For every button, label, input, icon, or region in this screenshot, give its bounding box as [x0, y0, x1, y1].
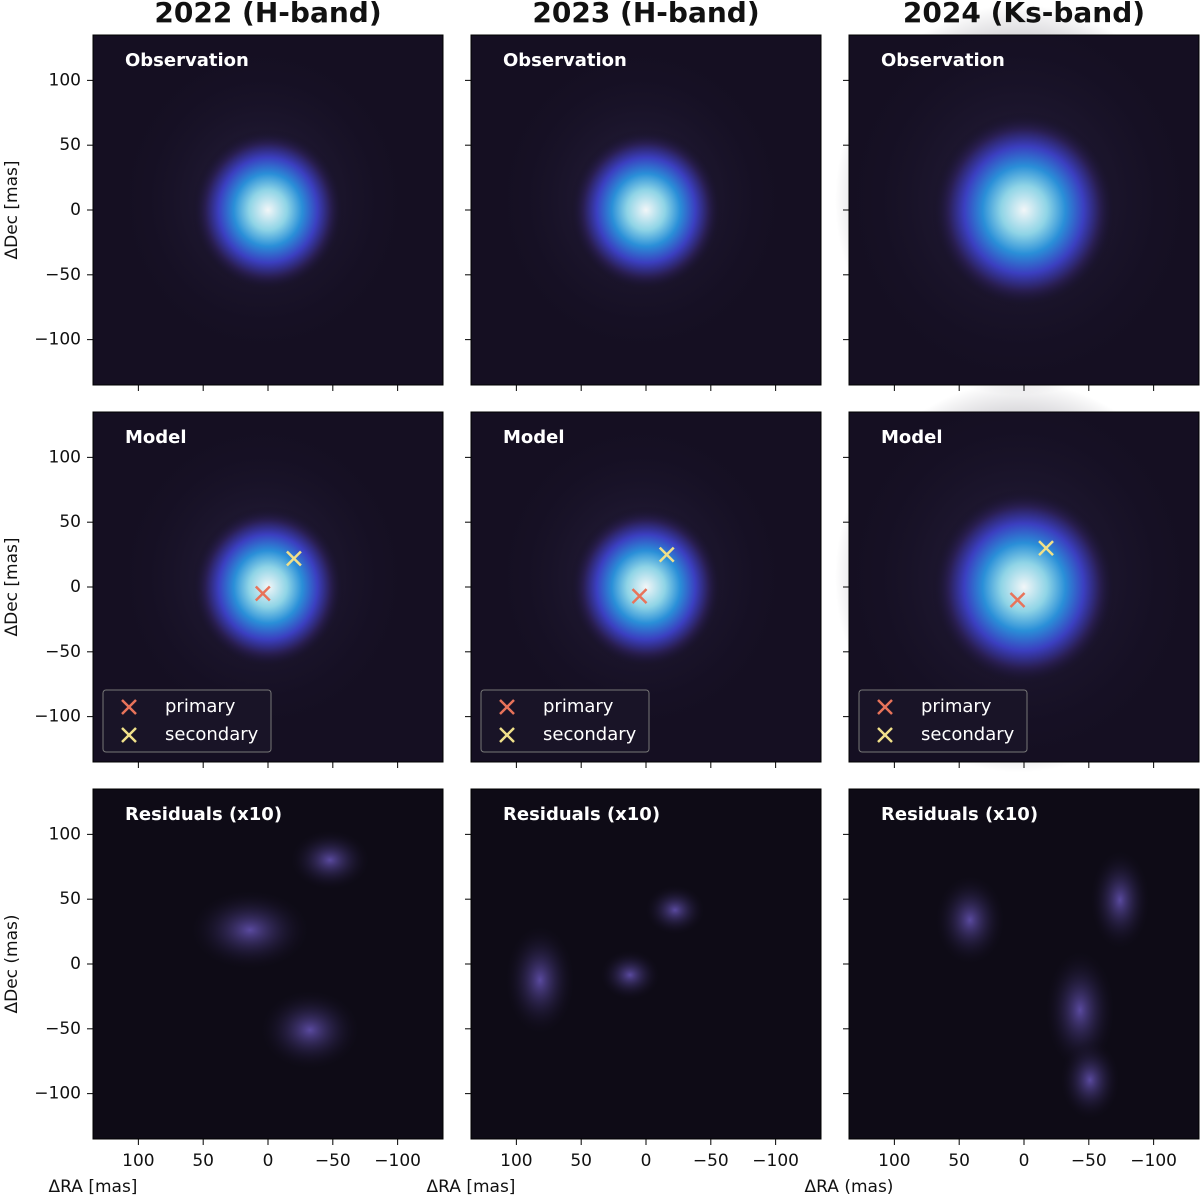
y-axis-label: ΔDec [mas] — [2, 537, 22, 636]
x-tick-label: 100 — [878, 1151, 910, 1171]
marker — [1038, 540, 1054, 556]
y-tick-label: −50 — [45, 642, 81, 662]
legend-label: secondary — [921, 724, 1015, 745]
residual-blob — [935, 875, 1005, 965]
legend-marker-stroke — [499, 699, 515, 715]
legend-box — [480, 689, 650, 753]
y-tick-label: 50 — [59, 512, 81, 532]
legend-marker — [121, 727, 137, 743]
legend-label: secondary — [543, 724, 637, 745]
legend-marker-stroke — [877, 727, 893, 743]
legend-marker — [877, 727, 893, 743]
legend-marker-stroke — [499, 727, 515, 743]
y-tick-label: 50 — [59, 135, 81, 155]
y-tick-label: 0 — [70, 577, 81, 597]
column-title: 2023 (H-band) — [532, 0, 759, 29]
marker — [254, 585, 271, 602]
marker-stroke — [1009, 592, 1026, 608]
y-axis-label: ΔDec [mas] — [2, 160, 22, 259]
y-tick-label: 100 — [49, 447, 81, 467]
legend-marker-stroke — [121, 699, 137, 715]
legend-label: secondary — [165, 724, 259, 745]
panel-label: Observation — [881, 50, 1005, 71]
panel-label: Model — [503, 427, 565, 448]
legend-marker — [877, 699, 893, 715]
x-tick-label: 0 — [263, 1151, 274, 1171]
y-tick-label: −50 — [45, 265, 81, 285]
psf — [192, 129, 344, 291]
legend-marker — [499, 727, 515, 743]
y-tick-label: 100 — [49, 824, 81, 844]
panel-label: Residuals (x10) — [881, 804, 1038, 825]
legend-marker-stroke — [877, 699, 893, 715]
psf — [932, 112, 1116, 308]
x-tick-label: −100 — [374, 1151, 421, 1171]
residual-blob — [600, 950, 660, 1000]
x-axis-label: ΔRA [mas] — [427, 1177, 516, 1196]
marker — [1009, 592, 1026, 608]
x-tick-label: 0 — [1019, 1151, 1030, 1171]
legend-label: primary — [921, 696, 992, 717]
marker-stroke — [1038, 540, 1054, 556]
legend-marker — [121, 699, 137, 715]
marker — [286, 550, 302, 567]
residual-blob — [1045, 950, 1115, 1070]
y-tick-label: 50 — [59, 889, 81, 909]
x-axis-label: ΔRA [mas] — [49, 1177, 138, 1196]
column-title: 2022 (H-band) — [154, 0, 381, 29]
psf — [570, 129, 722, 291]
panel-label: Model — [125, 427, 187, 448]
residual-blob — [505, 925, 575, 1035]
x-tick-label: −50 — [693, 1151, 729, 1171]
x-tick-label: 100 — [500, 1151, 532, 1171]
panel-label: Observation — [125, 50, 249, 71]
panel-label: Observation — [503, 50, 627, 71]
legend-box — [102, 689, 272, 753]
marker-stroke — [658, 546, 675, 563]
panel-label: Model — [881, 427, 943, 448]
x-tick-label: −100 — [1130, 1151, 1177, 1171]
residual-blob — [190, 890, 310, 970]
residual-blob — [290, 830, 370, 890]
x-tick-label: −50 — [315, 1151, 351, 1171]
residual-blob — [645, 885, 705, 935]
marker-stroke — [286, 550, 302, 567]
legend-label: primary — [165, 696, 236, 717]
legend-label: primary — [543, 696, 614, 717]
y-axis-label: ΔDec (mas) — [2, 914, 22, 1013]
y-tick-label: 0 — [70, 200, 81, 220]
x-tick-label: 50 — [192, 1151, 214, 1171]
x-tick-label: 50 — [570, 1151, 592, 1171]
residual-blob — [1090, 850, 1150, 950]
x-tick-label: −100 — [752, 1151, 799, 1171]
marker-stroke — [254, 585, 271, 602]
panel — [848, 788, 1200, 1140]
column-title: 2024 (Ks-band) — [903, 0, 1145, 29]
residual-blob — [260, 990, 360, 1070]
x-tick-label: −50 — [1071, 1151, 1107, 1171]
panel-label: Residuals (x10) — [125, 804, 282, 825]
y-tick-label: −100 — [34, 330, 81, 350]
legend-marker-stroke — [121, 727, 137, 743]
marker — [658, 546, 675, 563]
x-tick-label: 50 — [948, 1151, 970, 1171]
legend-box — [858, 689, 1028, 753]
x-axis-label: ΔRA (mas) — [805, 1177, 894, 1196]
residual-blob — [1060, 1040, 1120, 1120]
y-tick-label: −50 — [45, 1019, 81, 1039]
panel-label: Residuals (x10) — [503, 804, 660, 825]
x-tick-label: 100 — [122, 1151, 154, 1171]
marker-stroke — [631, 588, 648, 604]
psf — [932, 489, 1116, 685]
y-tick-label: 100 — [49, 70, 81, 90]
y-tick-label: −100 — [34, 707, 81, 727]
legend-marker — [499, 699, 515, 715]
marker — [631, 588, 648, 604]
y-tick-label: 0 — [70, 954, 81, 974]
psf — [570, 506, 722, 668]
x-tick-label: 0 — [641, 1151, 652, 1171]
y-tick-label: −100 — [34, 1084, 81, 1104]
